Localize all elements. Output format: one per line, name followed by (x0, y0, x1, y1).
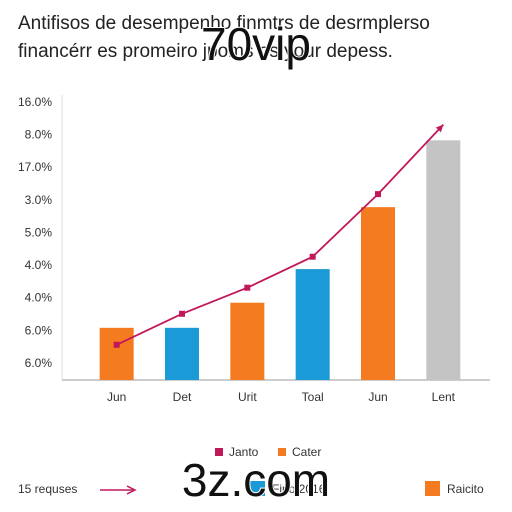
x-tick-label: Det (173, 390, 192, 404)
legend-label: Janto (229, 445, 259, 459)
line-marker (113, 341, 120, 348)
line-marker (375, 191, 381, 198)
line-arrowhead (435, 124, 444, 133)
bar (165, 327, 199, 380)
x-tick-label: Urit (238, 390, 257, 404)
y-tick-label: 4.0% (25, 291, 53, 305)
legend-label: Raicito (447, 482, 484, 496)
x-tick-label: Lent (432, 390, 456, 404)
line-marker (244, 284, 251, 291)
watermark: 3z.com (182, 454, 330, 506)
footnote: 15 requses (18, 482, 77, 496)
line-marker (309, 253, 316, 260)
legend-swatch (250, 481, 265, 496)
bar (426, 140, 461, 380)
y-tick-label: 5.0% (25, 225, 53, 239)
watermark: 70vip (201, 18, 311, 70)
chart-subtitle: financérr es promeiro jpoms os your depe… (18, 41, 393, 62)
footnote-arrowhead (126, 485, 137, 495)
y-tick-label: 3.0% (25, 193, 53, 207)
legend-label: Fino 2016 (272, 482, 326, 496)
bar (295, 269, 330, 380)
y-tick-label: 8.0% (25, 128, 53, 142)
legend-swatch (215, 448, 223, 456)
line-marker (179, 310, 185, 317)
y-tick-label: 17.0% (18, 160, 52, 174)
y-tick-label: 6.0% (25, 356, 53, 370)
chart-title: Antifisos de desempenho finmtrs de desrm… (18, 13, 430, 34)
y-tick-label: 6.0% (25, 323, 53, 337)
legend-swatch (425, 481, 440, 496)
bar (230, 302, 265, 380)
bar (99, 327, 134, 380)
y-tick-label: 4.0% (25, 258, 53, 272)
bar (361, 207, 395, 380)
line (116, 124, 444, 346)
legend-label: Cater (292, 445, 321, 459)
x-tick-label: Jun (368, 390, 387, 404)
legend-swatch (278, 448, 286, 456)
x-tick-label: Jun (107, 390, 126, 404)
y-tick-label: 16.0% (18, 95, 52, 109)
x-tick-label: Toal (302, 390, 324, 404)
